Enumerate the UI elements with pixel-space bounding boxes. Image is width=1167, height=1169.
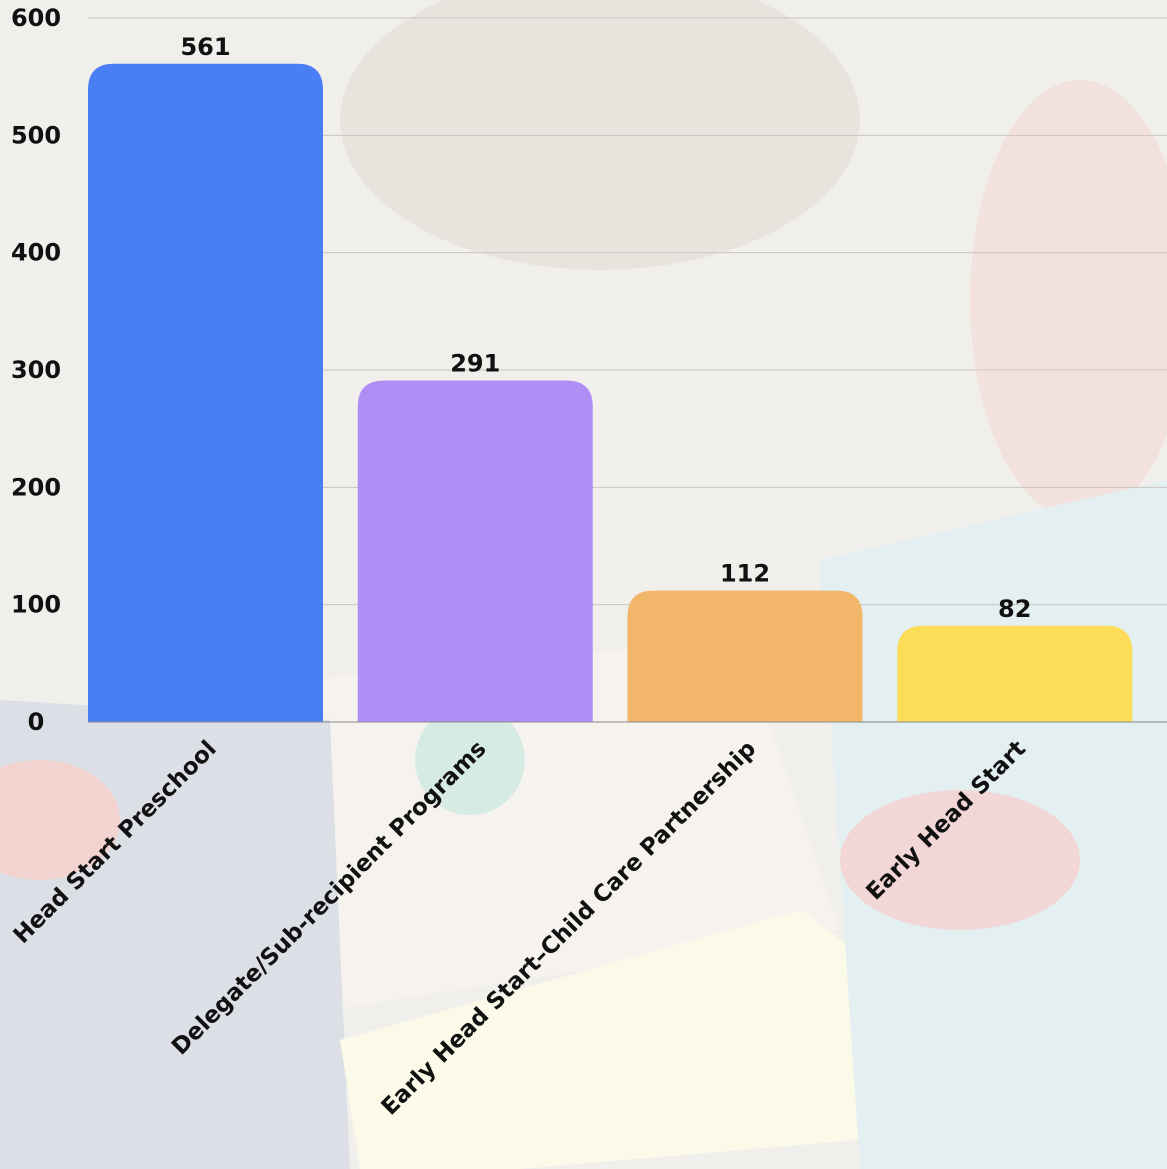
y-tick-label: 100 [11, 591, 61, 619]
y-tick-label: 0 [28, 708, 45, 736]
bar-value-label: 291 [450, 350, 500, 378]
bars: 561 291 112 82 [88, 33, 1133, 722]
x-axis: Head Start PreschoolDelegate/Sub-recipie… [9, 736, 1031, 1121]
y-tick-label: 300 [11, 356, 61, 384]
bar-3 [897, 625, 1133, 722]
y-axis: 0 100 200 300 400 500 600 [11, 4, 61, 736]
y-tick-label: 500 [11, 121, 61, 149]
bar-value-label: 561 [180, 33, 230, 61]
bar-2 [627, 590, 863, 722]
bar-1 [357, 380, 593, 722]
bar-0 [88, 63, 323, 722]
bar-value-label: 112 [720, 560, 770, 588]
bar-value-label: 82 [998, 595, 1031, 623]
x-tick-label: Early Head Start [861, 736, 1031, 906]
x-tick-label: Delegate/Sub-recipient Programs [167, 736, 491, 1060]
y-tick-label: 400 [11, 239, 61, 267]
y-tick-label: 600 [11, 4, 61, 32]
y-tick-label: 200 [11, 473, 61, 501]
x-tick-label: Head Start Preschool [9, 736, 222, 949]
